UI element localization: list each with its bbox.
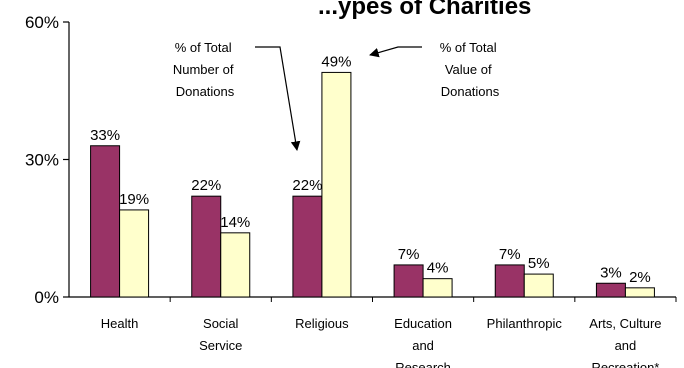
data-label: 7% — [499, 246, 521, 263]
annotation-2-line-3: Donations — [441, 84, 500, 99]
annotation-1-arrow — [255, 46, 301, 151]
bar-series-1 — [90, 145, 121, 298]
category-label: Social Service — [199, 316, 242, 353]
bar-series-2 — [220, 232, 251, 298]
bars — [90, 71, 655, 298]
data-label: 2% — [629, 269, 651, 286]
data-label: 7% — [398, 246, 420, 263]
category-label: Arts, Culture and Recreation* — [589, 316, 661, 368]
chart-title-fragment: ...ypes of Charities — [318, 0, 531, 20]
bar-series-1 — [292, 195, 323, 298]
svg-text:% of Total Number of: % of Total Number of Donations — [173, 40, 237, 99]
bar-series-1 — [393, 264, 424, 298]
annotation-value-of-donations: % of Total Value of Donations — [369, 40, 500, 99]
y-tick-label: 60% — [25, 13, 59, 32]
category-label: Philanthropic — [487, 316, 563, 331]
bar-series-2 — [321, 71, 352, 298]
annotation-2-line-1: % of Total — [440, 40, 497, 55]
bar-series-2 — [119, 209, 150, 298]
data-label: 33% — [90, 127, 120, 144]
data-label: 19% — [119, 191, 149, 208]
annotation-1-line-1: % of Total — [175, 40, 232, 55]
category-labels: Health Social Service Religious Education and… — [101, 316, 662, 368]
svg-text:% of Total Value of: % of Total Value of Donations — [440, 40, 500, 99]
bar-series-2 — [422, 278, 453, 298]
annotation-1-line-3: Donations — [176, 84, 235, 99]
data-label: 5% — [528, 255, 550, 272]
data-label: 22% — [292, 177, 322, 194]
data-label: 4% — [427, 260, 449, 277]
data-label: 3% — [600, 264, 622, 281]
axes: 0% 30% 60% — [25, 13, 677, 307]
bar-series-2 — [624, 287, 655, 298]
bar-series-1 — [494, 264, 525, 298]
category-label: Education and Research — [394, 316, 452, 368]
annotation-2-line-2: Value of — [445, 62, 492, 77]
y-tick-label: 0% — [34, 288, 59, 307]
bar-series-1 — [191, 195, 222, 298]
annotation-1-line-2: Number of — [173, 62, 234, 77]
data-label: 22% — [191, 177, 221, 194]
data-label: 14% — [220, 214, 250, 231]
bar-series-1 — [595, 282, 626, 298]
y-tick-label: 30% — [25, 151, 59, 170]
annotation-2-arrow — [369, 46, 422, 58]
category-label: Health — [101, 316, 139, 331]
data-label: 49% — [321, 53, 351, 70]
annotation-number-of-donations: % of Total Number of Donations — [173, 40, 301, 151]
category-label: Religious — [295, 316, 349, 331]
bar-series-2 — [523, 273, 554, 298]
data-labels: 33% 19% 22% 14% 22% 49% 7% 4% 7% 5% 3% 2% — [90, 53, 651, 285]
